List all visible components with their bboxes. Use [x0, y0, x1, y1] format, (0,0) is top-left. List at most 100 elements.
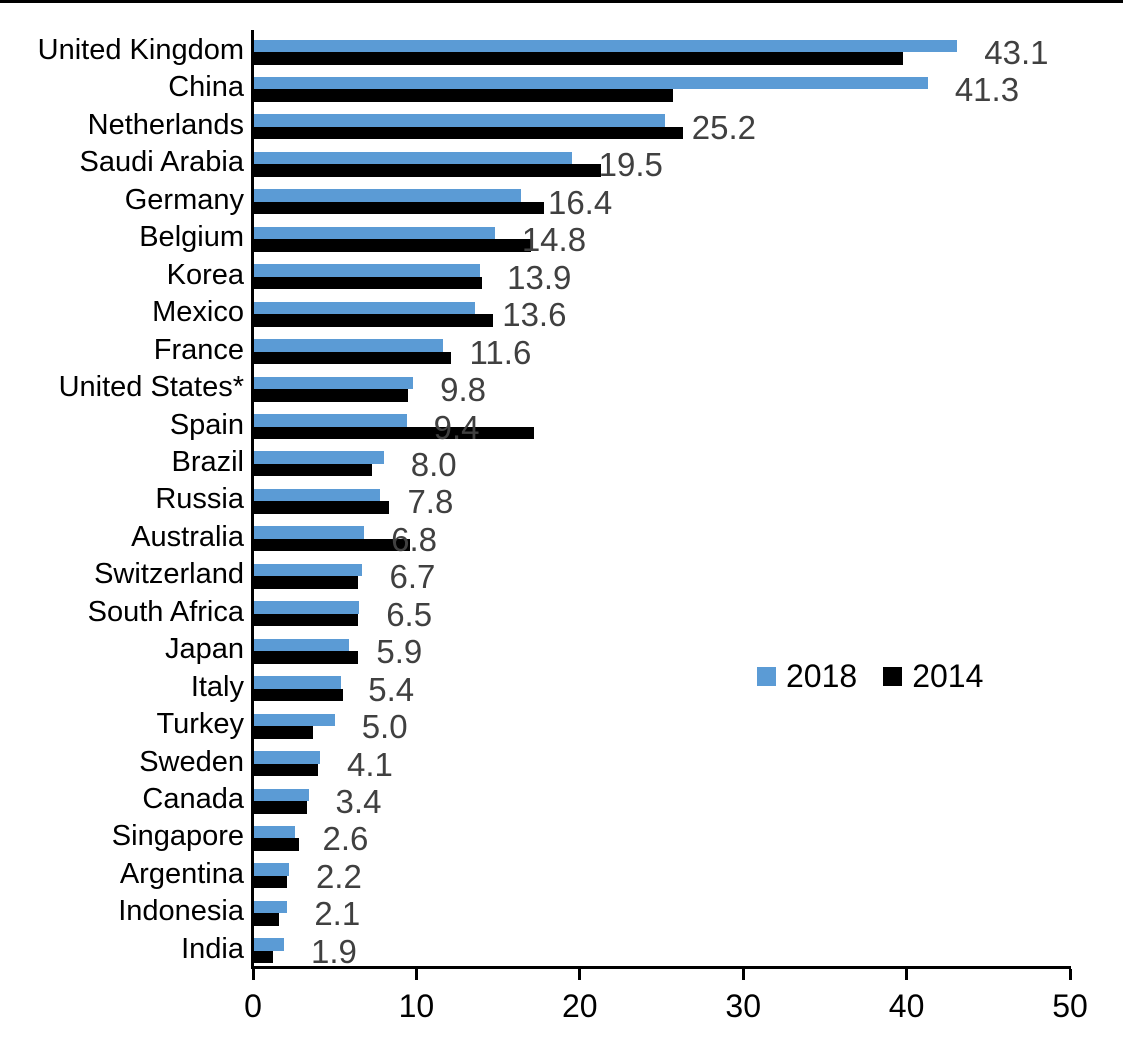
legend-entry-2014: 2014 — [883, 660, 983, 692]
bar-2014 — [254, 463, 373, 477]
bar-2014 — [254, 875, 288, 889]
value-label: 2.6 — [322, 820, 369, 858]
legend-swatch-2018 — [757, 666, 776, 686]
category-label: Argentina — [119, 857, 244, 890]
value-label: 16.4 — [547, 183, 613, 221]
category-label: Brazil — [171, 445, 244, 478]
x-axis-tick-label: 40 — [888, 988, 925, 1024]
bar-2014 — [254, 351, 451, 365]
bar-2014 — [254, 314, 494, 327]
bar-2018 — [254, 376, 414, 390]
category-label: Mexico — [152, 296, 244, 329]
bar-2018 — [254, 414, 407, 427]
value-label: 5.4 — [368, 670, 415, 708]
category-label: Singapore — [111, 820, 244, 853]
category-label: Belgium — [139, 221, 244, 254]
value-label: 5.9 — [376, 633, 423, 671]
bar-2018 — [254, 638, 350, 652]
bar-2014 — [254, 239, 531, 252]
x-axis-tick — [905, 969, 909, 980]
category-label: Germany — [124, 183, 244, 216]
bar-2014 — [254, 426, 535, 439]
value-label: 11.6 — [469, 333, 532, 371]
legend-label-2018: 2018 — [786, 658, 858, 694]
bar-2018 — [254, 488, 381, 502]
x-axis-tick — [578, 969, 582, 980]
category-label: India — [181, 932, 244, 965]
bar-2018 — [254, 713, 335, 727]
legend-swatch-2014 — [883, 666, 903, 686]
bar-2018 — [254, 114, 665, 127]
category-label: Saudi Arabia — [79, 146, 244, 179]
bar-2014 — [254, 613, 358, 627]
bar-2018 — [254, 264, 481, 277]
category-label: Turkey — [156, 708, 244, 741]
legend: 2018 2014 — [757, 660, 983, 692]
value-label: 6.5 — [386, 595, 433, 633]
bar-2018 — [254, 301, 476, 315]
category-label: United States* — [58, 371, 244, 404]
bar-2018 — [254, 900, 288, 914]
bar-2018 — [254, 526, 365, 539]
value-label: 6.8 — [391, 520, 437, 558]
bar-2018 — [254, 938, 285, 951]
bar-2014 — [254, 164, 602, 177]
bar-2014 — [254, 913, 280, 926]
bar-2014 — [254, 89, 673, 102]
bar-2018 — [254, 601, 360, 614]
bar-2018 — [254, 151, 572, 165]
bar-2014 — [254, 538, 410, 552]
bar-2014 — [254, 201, 544, 215]
bar-2018 — [254, 189, 521, 202]
value-label: 7.8 — [407, 483, 454, 521]
bar-2018 — [254, 39, 958, 52]
bar-2014 — [254, 501, 389, 514]
bar-2018 — [254, 563, 363, 577]
category-label: Japan — [164, 633, 244, 666]
bar-2014 — [254, 688, 343, 702]
category-label: Spain — [169, 408, 244, 441]
bar-2018 — [254, 863, 289, 876]
bar-2018 — [254, 226, 495, 240]
bar-2014 — [254, 126, 683, 140]
figure-top-border — [0, 0, 1123, 3]
bar-2014 — [254, 651, 358, 664]
legend-entry-2018: 2018 — [757, 660, 857, 692]
value-label: 1.9 — [311, 932, 357, 970]
category-label: Canada — [142, 783, 244, 815]
value-label: 13.6 — [502, 296, 567, 334]
bar-2014 — [254, 576, 358, 589]
category-label: France — [153, 333, 244, 366]
value-label: 9.4 — [433, 408, 480, 446]
category-label: Switzerland — [94, 558, 244, 591]
x-axis-tick-label: 10 — [398, 988, 435, 1024]
category-label: Italy — [190, 670, 244, 703]
value-label: 4.1 — [346, 745, 393, 783]
value-label: 5.0 — [361, 708, 408, 746]
x-axis-tick-label: 20 — [562, 988, 598, 1024]
y-axis-line — [251, 30, 254, 968]
value-label: 2.1 — [314, 895, 361, 933]
category-label: China — [168, 71, 244, 104]
category-label: United Kingdom — [37, 34, 244, 66]
bar-2018 — [254, 451, 384, 464]
value-label: 43.1 — [984, 34, 1049, 71]
bar-2014 — [254, 52, 904, 65]
category-label: Sweden — [139, 745, 244, 778]
bar-2014 — [254, 801, 307, 814]
bar-2018 — [254, 825, 296, 839]
category-label: Australia — [131, 520, 244, 553]
x-axis-tick-label: 0 — [244, 988, 262, 1024]
bar-2014 — [254, 763, 319, 777]
category-label: Russia — [155, 483, 244, 516]
x-axis-tick — [251, 969, 255, 980]
value-label: 19.5 — [598, 146, 663, 184]
bar-2018 — [254, 676, 342, 689]
bar-2018 — [254, 788, 309, 801]
category-label: Indonesia — [118, 895, 244, 928]
bar-2014 — [254, 276, 482, 290]
value-label: 9.8 — [440, 371, 486, 409]
legend-label-2014: 2014 — [912, 658, 984, 694]
category-label: Korea — [166, 258, 244, 291]
